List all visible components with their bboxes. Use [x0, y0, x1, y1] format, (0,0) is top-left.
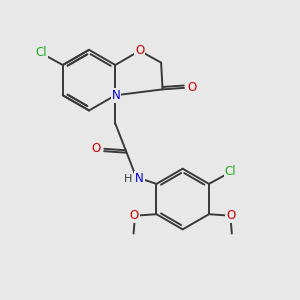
Text: N: N [135, 172, 144, 185]
Text: O: O [92, 142, 100, 155]
Text: O: O [135, 44, 144, 57]
Text: O: O [188, 81, 197, 94]
Text: H: H [124, 174, 132, 184]
Text: O: O [226, 208, 236, 222]
Text: Cl: Cl [35, 46, 47, 59]
Text: O: O [130, 208, 139, 222]
Text: Cl: Cl [225, 165, 236, 178]
Text: N: N [112, 89, 120, 102]
